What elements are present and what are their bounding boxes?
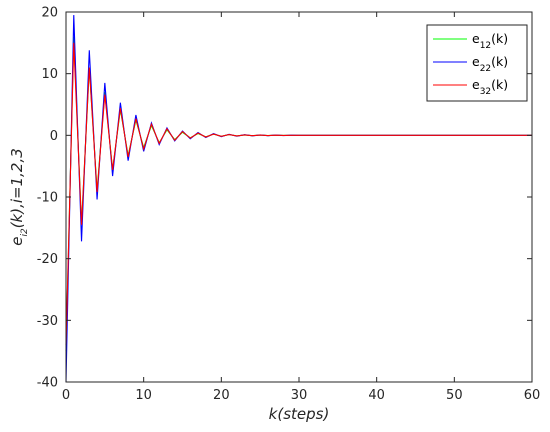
x-tick-label: 0 [62,388,70,403]
y-tick-label: -20 [37,252,58,267]
x-tick-label: 20 [213,388,230,403]
y-tick-label: -40 [37,376,58,391]
y-axis-label-base: e [8,237,26,246]
y-tick-label: 20 [41,6,58,21]
x-tick-label: 50 [446,388,463,403]
y-axis-label-rest: (k),i=1,2,3 [8,148,26,228]
legend-entry-label: e22(k) [472,54,508,74]
y-tick-label: -10 [37,191,58,206]
legend-entry-label: e32(k) [472,77,508,97]
y-tick-label: 10 [41,67,58,82]
legend-box [426,24,528,102]
x-tick-label: 30 [291,388,308,403]
ticks-layer: 0 10 20 30 40 50 60 -40 -30 -20 -10 0 10 20 [37,6,541,404]
x-tick-label: 60 [524,388,541,403]
x-tick-label: 40 [368,388,385,403]
x-tick-label: 10 [135,388,152,403]
series-layer [65,15,532,383]
y-tick-label: -30 [37,314,58,329]
legend-entry-label: e12(k) [472,31,508,51]
y-axis-label-sub: i2 [20,228,30,237]
legend: e12(k) e22(k) e32(k) [426,24,528,102]
y-tick-label: 0 [50,129,58,144]
x-axis-label: k(steps) [269,405,330,423]
y-axis-label: ei2(k),i=1,2,3 [8,148,30,246]
series-line-e32k [65,42,532,346]
